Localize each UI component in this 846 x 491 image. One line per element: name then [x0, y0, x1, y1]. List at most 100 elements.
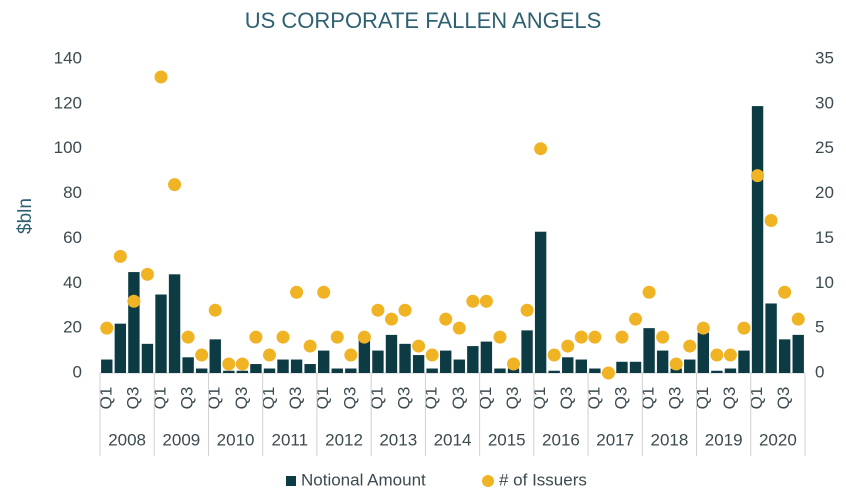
- bar: [697, 332, 710, 373]
- issuer-dot: [561, 339, 575, 353]
- x-tick-label: Q3: [666, 387, 685, 410]
- issuer-dot: [696, 321, 710, 335]
- issuer-dot: [479, 294, 493, 308]
- bar: [223, 370, 235, 373]
- x-tick-label: Q1: [422, 387, 441, 410]
- issuer-dot: [534, 142, 548, 156]
- legend-label: Notional Amount: [301, 470, 426, 489]
- issuer-dot: [642, 285, 656, 299]
- x-tick-label: Q3: [178, 387, 197, 410]
- issuer-dot: [588, 330, 602, 344]
- bar: [209, 339, 221, 373]
- bar: [575, 359, 587, 373]
- issuer-dot: [452, 321, 466, 335]
- issuer-dot: [154, 70, 168, 84]
- issuer-dot: [317, 285, 331, 299]
- issuer-dot: [330, 330, 344, 344]
- x-tick-label: Q1: [476, 387, 495, 410]
- issuer-dot: [751, 169, 765, 183]
- bar: [765, 303, 777, 373]
- y-tick-label: 0: [73, 362, 82, 381]
- group-label: 2016: [542, 430, 580, 449]
- y2-tick-label: 35: [815, 48, 834, 67]
- legend-swatch: [482, 475, 494, 487]
- bar: [290, 359, 303, 373]
- x-tick-label: Q1: [747, 387, 766, 410]
- issuer-dot: [222, 357, 236, 371]
- bar: [467, 346, 479, 373]
- issuer-dot: [737, 321, 751, 335]
- bar: [494, 368, 506, 373]
- group-label: 2018: [651, 430, 689, 449]
- bar: [643, 328, 655, 373]
- bar: [263, 368, 276, 373]
- issuer-dot: [208, 303, 222, 317]
- y2-tick-label: 10: [815, 273, 834, 292]
- group-label: 2013: [379, 430, 417, 449]
- legend-label: # of Issuers: [499, 470, 587, 489]
- issuer-dot: [669, 357, 683, 371]
- y-axis-label: $bln: [15, 198, 36, 234]
- issuer-dot: [791, 312, 805, 326]
- y-tick-label: 100: [54, 138, 82, 157]
- bar: [453, 359, 465, 373]
- issuer-dot: [710, 348, 724, 362]
- bar: [548, 370, 560, 373]
- issuer-dot: [683, 339, 697, 353]
- group-label: 2010: [217, 430, 255, 449]
- issuer-dot: [439, 312, 453, 326]
- group-label: 2008: [108, 430, 146, 449]
- x-tick-label: Q3: [774, 387, 793, 410]
- bar: [670, 368, 682, 373]
- y2-tick-label: 20: [815, 183, 834, 202]
- issuer-dot: [656, 330, 670, 344]
- bar: [507, 368, 520, 373]
- bar: [101, 359, 113, 373]
- y-tick-label: 20: [63, 318, 82, 337]
- issuer-dot: [520, 303, 534, 317]
- issuer-dot: [629, 312, 643, 326]
- bar: [385, 334, 398, 373]
- bar: [141, 343, 154, 373]
- issuer-dot: [168, 178, 182, 192]
- group-label: 2017: [596, 430, 634, 449]
- issuer-dot: [371, 303, 385, 317]
- chart-title: US CORPORATE FALLEN ANGELS: [245, 8, 602, 33]
- bar: [128, 272, 140, 373]
- issuer-dot: [344, 348, 358, 362]
- bar: [521, 330, 533, 373]
- issuer-dot: [303, 339, 317, 353]
- group-label: 2011: [272, 430, 309, 449]
- y2-tick-label: 15: [815, 228, 834, 247]
- y-tick-label: 80: [63, 183, 82, 202]
- bar: [372, 350, 384, 373]
- issuer-dot: [723, 348, 737, 362]
- y2-tick-label: 0: [815, 362, 824, 381]
- bar: [656, 350, 669, 373]
- bar: [168, 274, 181, 373]
- x-tick-label: Q3: [557, 387, 576, 410]
- x-tick-label: Q1: [530, 387, 549, 410]
- issuer-dot: [100, 321, 114, 335]
- bar: [738, 350, 750, 373]
- bar: [562, 357, 574, 373]
- bar: [778, 339, 791, 373]
- bar: [114, 323, 127, 373]
- group-label: 2019: [705, 430, 743, 449]
- bar: [616, 361, 628, 373]
- bar: [236, 370, 249, 373]
- bar: [155, 294, 167, 373]
- issuer-dot: [195, 348, 209, 362]
- bar: [399, 343, 411, 373]
- issuer-dot: [425, 348, 439, 362]
- issuer-dot: [384, 312, 398, 326]
- issuer-dot: [235, 357, 249, 371]
- x-tick-label: Q3: [286, 387, 305, 410]
- bar: [331, 368, 343, 373]
- group-label: 2012: [325, 430, 363, 449]
- issuer-dot: [290, 285, 304, 299]
- bar: [751, 106, 764, 373]
- issuer-dot: [113, 249, 127, 263]
- issuer-dot: [357, 330, 371, 344]
